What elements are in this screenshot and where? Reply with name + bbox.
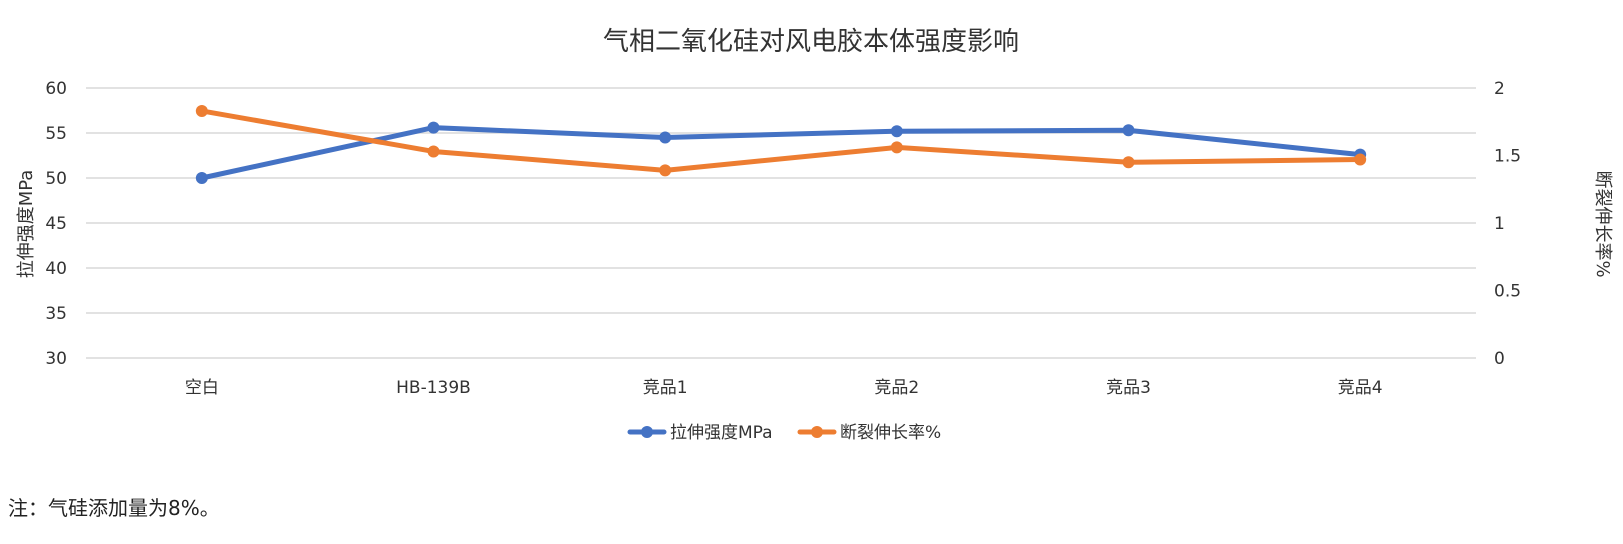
right-tick-label: 0.5 bbox=[1494, 282, 1521, 302]
right-tick-label: 1.5 bbox=[1494, 147, 1521, 167]
series-line-1 bbox=[199, 125, 1363, 181]
x-tick-label: 竞品2 bbox=[874, 378, 919, 398]
right-axis-ticks: 2 1.5 1 0.5 0 bbox=[1494, 79, 1521, 369]
data-point-series-1 bbox=[1122, 124, 1135, 137]
chart-container: 气相二氧化硅对风电胶本体强度影响 60 55 50 45 40 35 30 2 1.5 1 0.5… bbox=[16, 27, 1613, 443]
left-tick-label: 55 bbox=[45, 124, 67, 144]
data-point-series-2 bbox=[659, 164, 672, 177]
x-tick-label: 竞品1 bbox=[643, 378, 688, 398]
right-tick-label: 2 bbox=[1494, 79, 1505, 99]
left-axis-label: 拉伸强度MPa bbox=[16, 170, 37, 279]
x-axis-ticks: 空白 HB-139B 竞品1 竞品2 竞品3 竞品4 bbox=[185, 378, 1383, 398]
series-layer bbox=[195, 104, 1367, 184]
chart-title: 气相二氧化硅对风电胶本体强度影响 bbox=[603, 27, 1019, 57]
line-chart: 气相二氧化硅对风电胶本体强度影响 60 55 50 45 40 35 30 2 1.5 1 0.5… bbox=[16, 27, 1613, 443]
series-line-2 bbox=[199, 108, 1363, 173]
footnote: 注：气硅添加量为8%。 bbox=[8, 496, 220, 520]
data-point-series-1 bbox=[195, 172, 208, 184]
left-tick-label: 45 bbox=[45, 214, 67, 234]
data-point-series-2 bbox=[195, 104, 208, 117]
left-tick-label: 35 bbox=[45, 304, 67, 324]
left-tick-label: 30 bbox=[45, 349, 67, 369]
x-tick-label: HB-139B bbox=[396, 378, 471, 398]
data-point-series-2 bbox=[890, 141, 903, 154]
legend-label-1: 拉伸强度MPa bbox=[670, 423, 773, 443]
x-tick-label: 空白 bbox=[185, 378, 219, 398]
legend-marker-1 bbox=[641, 426, 653, 438]
data-point-series-1 bbox=[427, 121, 440, 134]
x-tick-label: 竞品4 bbox=[1338, 378, 1383, 398]
data-point-series-1 bbox=[659, 131, 672, 144]
data-point-series-2 bbox=[1354, 153, 1367, 166]
legend: 拉伸强度MPa 断裂伸长率% bbox=[627, 423, 941, 443]
x-tick-label: 竞品3 bbox=[1106, 378, 1151, 398]
left-tick-label: 60 bbox=[45, 79, 67, 99]
data-point-series-2 bbox=[1122, 156, 1135, 169]
left-axis-ticks: 60 55 50 45 40 35 30 bbox=[45, 79, 67, 369]
legend-marker-2 bbox=[811, 426, 823, 438]
data-point-series-1 bbox=[890, 125, 903, 138]
left-tick-label: 50 bbox=[45, 169, 67, 189]
right-axis-label: 断裂伸长率% bbox=[1592, 170, 1613, 277]
left-tick-label: 40 bbox=[45, 259, 67, 279]
legend-label-2: 断裂伸长率% bbox=[840, 423, 941, 443]
data-point-series-2 bbox=[427, 145, 440, 158]
right-tick-label: 0 bbox=[1494, 349, 1505, 369]
right-tick-label: 1 bbox=[1494, 214, 1505, 234]
